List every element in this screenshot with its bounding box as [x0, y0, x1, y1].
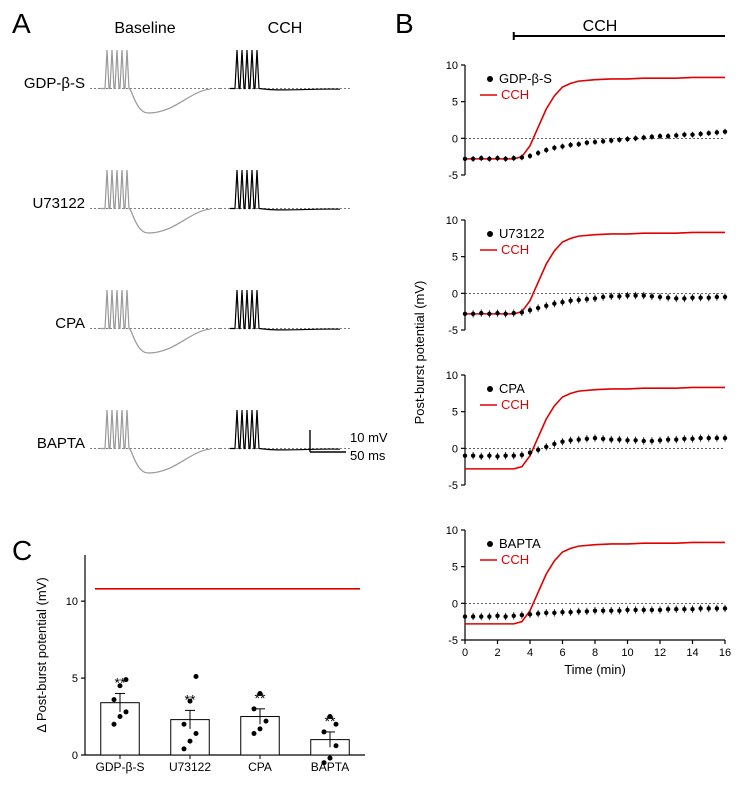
svg-text:12: 12 — [654, 647, 666, 659]
panel-a-label: A — [12, 8, 31, 40]
svg-text:CPA: CPA — [499, 381, 525, 396]
svg-text:-5: -5 — [448, 635, 458, 647]
svg-text:Δ Post-burst potential (mV): Δ Post-burst potential (mV) — [34, 577, 49, 732]
svg-text:0: 0 — [452, 288, 458, 300]
svg-text:U73122: U73122 — [499, 226, 545, 241]
svg-text:0: 0 — [452, 133, 458, 145]
panel-a-row-3: BAPTA — [0, 435, 85, 452]
svg-text:Time (min): Time (min) — [564, 662, 626, 677]
svg-text:U73122: U73122 — [169, 760, 211, 774]
panel-a-col-baseline: Baseline — [100, 20, 190, 38]
svg-text:5: 5 — [452, 252, 458, 264]
svg-text:6: 6 — [559, 647, 565, 659]
svg-text:-5: -5 — [448, 325, 458, 337]
panel-a-row-1: U73122 — [0, 195, 85, 212]
panel-a-col-cch: CCH — [240, 20, 330, 38]
svg-text:-5: -5 — [448, 170, 458, 182]
svg-text:0: 0 — [72, 750, 78, 762]
svg-text:**: ** — [255, 690, 266, 706]
svg-text:CCH: CCH — [501, 552, 529, 567]
svg-text:50 ms: 50 ms — [350, 448, 386, 463]
svg-text:-5: -5 — [448, 480, 458, 492]
svg-text:10: 10 — [446, 370, 458, 382]
svg-text:4: 4 — [527, 647, 533, 659]
svg-text:GDP-β-S: GDP-β-S — [96, 760, 145, 774]
panel-a-traces: 10 mV 50 ms — [80, 40, 410, 530]
svg-text:**: ** — [185, 691, 196, 707]
panel-c-barchart: 0 5 10 Δ Post-burst potential (mV) ** GDP-β-S… — [30, 545, 390, 805]
svg-text:10: 10 — [66, 596, 78, 608]
svg-text:0: 0 — [462, 647, 468, 659]
svg-text:5: 5 — [72, 673, 78, 685]
svg-text:10 mV: 10 mV — [350, 430, 388, 445]
svg-text:CCH: CCH — [501, 242, 529, 257]
svg-text:**: ** — [325, 713, 336, 729]
svg-text:5: 5 — [452, 562, 458, 574]
svg-text:0: 0 — [452, 598, 458, 610]
svg-text:BAPTA: BAPTA — [499, 536, 541, 551]
svg-text:10: 10 — [621, 647, 633, 659]
svg-text:14: 14 — [686, 647, 698, 659]
panel-b-charts: -50510GDP-β-SCCH-50510U73122CCH-50510CPA… — [410, 30, 750, 790]
svg-text:**: ** — [115, 674, 126, 690]
svg-text:Post-burst potential (mV): Post-burst potential (mV) — [412, 281, 427, 425]
svg-text:5: 5 — [452, 407, 458, 419]
svg-text:CCH: CCH — [501, 397, 529, 412]
svg-text:2: 2 — [494, 647, 500, 659]
panel-a-row-0: GDP-β-S — [0, 75, 85, 92]
svg-text:5: 5 — [452, 97, 458, 109]
svg-text:CPA: CPA — [248, 760, 272, 774]
svg-text:10: 10 — [446, 525, 458, 537]
svg-text:10: 10 — [446, 60, 458, 72]
svg-text:GDP-β-S: GDP-β-S — [499, 71, 552, 86]
svg-text:8: 8 — [592, 647, 598, 659]
panel-a-row-2: CPA — [0, 315, 85, 332]
svg-text:0: 0 — [452, 443, 458, 455]
svg-text:16: 16 — [719, 647, 731, 659]
svg-text:BAPTA: BAPTA — [311, 760, 349, 774]
svg-text:10: 10 — [446, 215, 458, 227]
svg-text:CCH: CCH — [501, 87, 529, 102]
